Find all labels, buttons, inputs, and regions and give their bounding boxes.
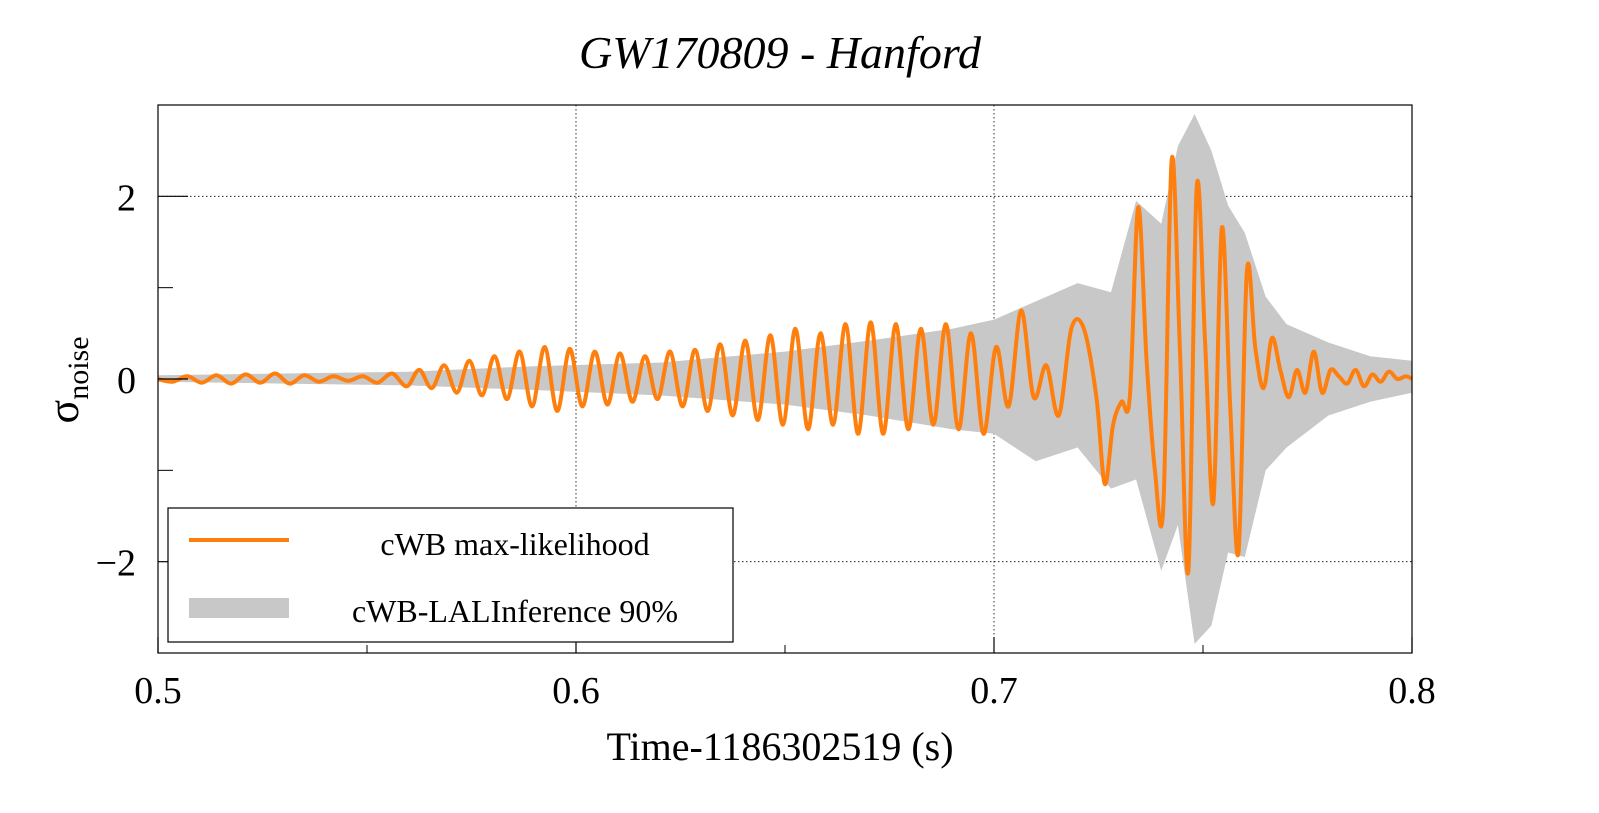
legend-band-swatch bbox=[189, 598, 289, 618]
confidence-band-area bbox=[158, 114, 1412, 644]
legend-label-confidence-band: cWB-LALInference 90% bbox=[352, 593, 678, 629]
max-likelihood-line-layer bbox=[157, 154, 1413, 576]
y-tick-labels: −2 0 2 bbox=[96, 177, 136, 584]
y-axis-label-subscript: noise bbox=[62, 336, 95, 399]
x-tick-label: 0.8 bbox=[1388, 670, 1436, 712]
confidence-band-layer bbox=[158, 114, 1412, 644]
legend-label-max-likelihood: cWB max-likelihood bbox=[380, 526, 649, 562]
y-axis-label-symbol: σ bbox=[39, 400, 88, 424]
x-tick-label: 0.5 bbox=[134, 670, 182, 712]
y-tick-label: 2 bbox=[117, 177, 136, 219]
legend-box bbox=[167, 507, 734, 643]
x-tick-labels: 0.5 0.6 0.7 0.8 bbox=[134, 670, 1436, 712]
legend: cWB max-likelihood cWB-LALInference 90% bbox=[167, 507, 734, 643]
x-tick-label: 0.7 bbox=[970, 670, 1018, 712]
chart-title: GW170809 - Hanford bbox=[579, 27, 982, 78]
svg-text:σnoise: σnoise bbox=[39, 336, 95, 423]
y-tick-label: 0 bbox=[117, 360, 136, 402]
max-likelihood-line bbox=[157, 154, 1413, 576]
x-axis-label: Time-1186302519 (s) bbox=[606, 724, 953, 769]
y-axis-label: σnoise bbox=[39, 336, 95, 423]
x-tick-label: 0.6 bbox=[552, 670, 600, 712]
y-tick-label: −2 bbox=[96, 543, 136, 585]
